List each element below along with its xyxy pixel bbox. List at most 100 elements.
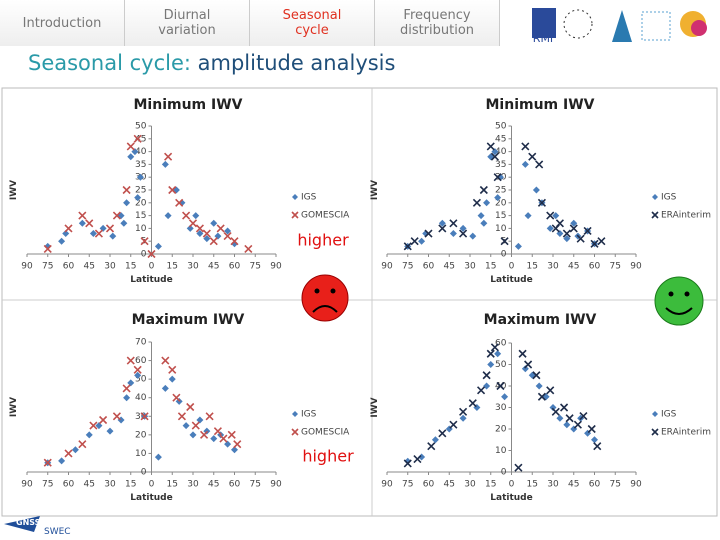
y-tick-label: 0 [141, 250, 147, 260]
data-point [168, 185, 177, 195]
data-point [231, 446, 238, 454]
x-tick-label: 15 [167, 480, 178, 490]
logo [641, 11, 671, 41]
data-point [188, 219, 198, 228]
x-tick-label: 15 [125, 262, 136, 272]
data-point [449, 219, 458, 228]
x-tick-label: 60 [423, 262, 435, 272]
data-point [556, 414, 564, 422]
legend-marker [652, 411, 658, 417]
x-tick-label: 75 [610, 262, 621, 272]
data-point [524, 212, 532, 220]
data-point [459, 407, 468, 416]
data-point [112, 412, 121, 421]
data-point [140, 237, 149, 246]
nav-tab[interactable]: Frequency distribution [375, 0, 500, 46]
y-tick-label: 40 [495, 147, 507, 157]
data-point [195, 224, 204, 233]
chart: Maximum IWV IWV Latitude 90 75 60 45 30 15 0 15 30 4… [9, 312, 350, 503]
x-tick-label: 75 [42, 262, 53, 272]
data-point [85, 431, 93, 439]
chart-title: Minimum IWV [486, 97, 595, 113]
heading-text: amplitude analysis [198, 51, 396, 75]
data-point [410, 237, 419, 246]
data-point [494, 350, 502, 358]
data-point [477, 212, 485, 220]
nav-tab[interactable]: Introduction [0, 0, 125, 46]
x-tick-label: 90 [381, 262, 393, 272]
data-point [71, 446, 79, 454]
logo-text: RMI [533, 32, 553, 45]
data-point [99, 415, 108, 425]
x-tick-label: 45 [84, 480, 95, 490]
legend-label: ERAinterim [661, 211, 711, 221]
data-point [468, 399, 477, 408]
data-point [154, 453, 162, 461]
nav-bar: Introduction Diurnal variation Seasonal cy… [0, 0, 500, 50]
data-point [521, 365, 529, 373]
legend-marker [291, 428, 299, 436]
data-point [427, 442, 436, 451]
x-tick-label: 30 [547, 262, 559, 272]
legend-label: ERAinterim [661, 428, 711, 438]
data-point [196, 230, 204, 238]
data-point [62, 230, 70, 238]
x-tick-label: 90 [270, 262, 282, 272]
y-tick-label: 10 [135, 449, 147, 459]
data-point [224, 227, 232, 235]
data-point [496, 381, 505, 391]
data-point [486, 142, 495, 151]
data-point [537, 392, 546, 401]
data-point [487, 361, 495, 368]
data-point [126, 356, 135, 365]
data-point [122, 185, 131, 195]
chart: Maximum IWV IWV Latitude 90 75 60 45 30 15 0 15 30 4… [370, 312, 711, 503]
data-point [483, 199, 491, 207]
x-tick-label: 75 [402, 262, 413, 272]
chart: Minimum IWV IWV Latitude 90 75 60 45 30 15 0 15 30 4… [370, 97, 711, 285]
data-point [213, 427, 222, 436]
x-tick-label: 90 [21, 480, 33, 490]
data-point [192, 212, 200, 220]
y-tick-label: 60 [135, 356, 147, 366]
data-point [590, 239, 599, 248]
data-point [43, 244, 52, 253]
nav-tab[interactable]: Seasonal cycle [250, 0, 375, 46]
data-point [424, 229, 433, 238]
data-point [196, 416, 204, 424]
y-tick-label: 70 [135, 338, 147, 348]
data-point [123, 199, 131, 207]
x-tick-label: 90 [270, 480, 282, 490]
x-tick-label: 15 [485, 262, 496, 272]
data-point [223, 232, 232, 241]
legend-marker [651, 211, 659, 219]
data-point [216, 224, 225, 233]
data-point [164, 152, 173, 161]
x-tick-label: 30 [187, 480, 199, 490]
logo [532, 8, 556, 38]
data-point [514, 242, 522, 250]
y-tick-label: 10 [495, 224, 507, 234]
data-point [532, 371, 541, 380]
x-tick-label: 60 [63, 262, 75, 272]
data-point [587, 424, 596, 434]
data-point [105, 224, 115, 233]
eye [684, 291, 690, 297]
mouth [312, 305, 338, 313]
data-point [191, 421, 200, 430]
x-tick-label: 45 [568, 262, 579, 272]
nav-tab[interactable]: Diurnal variation [125, 0, 250, 46]
x-tick-label: 0 [149, 262, 155, 272]
data-point [154, 242, 162, 250]
data-point [551, 407, 560, 416]
data-point [477, 386, 486, 395]
y-tick-label: 20 [495, 425, 507, 435]
logo [691, 20, 707, 36]
data-point [43, 458, 52, 467]
chart-title: Maximum IWV [132, 312, 245, 328]
sad-face [301, 274, 349, 322]
logo [4, 516, 40, 532]
x-tick-label: 45 [444, 262, 455, 272]
data-point [205, 412, 214, 421]
data-point [233, 440, 242, 449]
